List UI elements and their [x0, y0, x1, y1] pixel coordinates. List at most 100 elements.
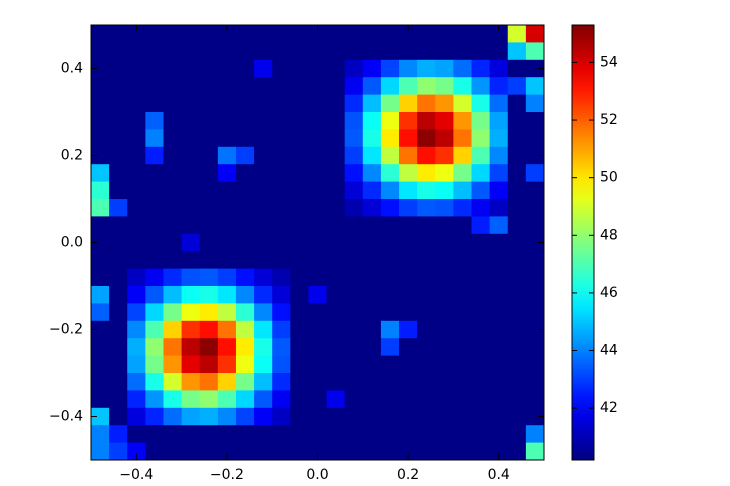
- heatmap-cell: [489, 59, 509, 78]
- heatmap-cell: [145, 216, 164, 235]
- heatmap-cell: [471, 94, 491, 113]
- heatmap-cell: [163, 199, 183, 217]
- heatmap-cell: [435, 42, 454, 61]
- heatmap-cell: [344, 42, 364, 61]
- heatmap-cell: [362, 390, 382, 409]
- heatmap-cell: [254, 216, 273, 235]
- heatmap-cell: [163, 320, 183, 339]
- heatmap-cell: [344, 286, 364, 304]
- heatmap-cell: [91, 199, 110, 217]
- heatmap-cell: [181, 251, 201, 270]
- heatmap-cell: [435, 233, 454, 252]
- heatmap-cell: [181, 112, 201, 130]
- heatmap-cell: [308, 164, 328, 183]
- heatmap-cell: [308, 268, 328, 287]
- heatmap-cell: [435, 390, 454, 409]
- heatmap-cell: [344, 425, 364, 444]
- heatmap-cell: [290, 268, 309, 287]
- heatmap-cell: [326, 94, 346, 113]
- heatmap-cell: [163, 268, 183, 287]
- heatmap-cell: [399, 233, 418, 252]
- heatmap-cell: [290, 373, 309, 391]
- heatmap-cell: [453, 251, 473, 270]
- heatmap-cell: [163, 94, 183, 113]
- heatmap-cell: [507, 59, 527, 78]
- heatmap-cell: [127, 442, 146, 461]
- heatmap-cell: [109, 251, 128, 270]
- heatmap-cell: [109, 320, 128, 339]
- heatmap-cell: [254, 286, 273, 304]
- heatmap-cell: [235, 320, 255, 339]
- heatmap-cell: [127, 390, 146, 409]
- heatmap-cell: [272, 216, 291, 235]
- heatmap-cell: [272, 268, 291, 287]
- heatmap-cell: [109, 94, 128, 113]
- heatmap-cell: [471, 338, 491, 357]
- heatmap-cell: [272, 355, 291, 374]
- heatmap-cell: [326, 59, 346, 78]
- heatmap-cell: [525, 355, 545, 374]
- heatmap-cell: [109, 442, 128, 461]
- heatmap-cell: [199, 112, 219, 130]
- heatmap-cell: [525, 407, 545, 426]
- heatmap-cell: [326, 25, 346, 43]
- heatmap-cell: [453, 199, 473, 217]
- heatmap-cell: [380, 373, 400, 391]
- heatmap-cell: [254, 199, 273, 217]
- heatmap-cell: [453, 25, 473, 43]
- heatmap-cell: [471, 425, 491, 444]
- heatmap-cell: [272, 320, 291, 339]
- heatmap-cell: [380, 390, 400, 409]
- heatmap-cell: [109, 199, 128, 217]
- heatmap-cell: [127, 320, 146, 339]
- heatmap-cell: [254, 112, 273, 130]
- heatmap-cell: [254, 181, 273, 200]
- heatmap-cell: [181, 146, 201, 165]
- heatmap-cell: [507, 338, 527, 357]
- heatmap-cell: [127, 77, 146, 96]
- heatmap-cell: [290, 338, 309, 357]
- heatmap-cell: [380, 303, 400, 322]
- heatmap-cell: [163, 146, 183, 165]
- heatmap-cell: [471, 77, 491, 96]
- heatmap-cell: [127, 199, 146, 217]
- heatmap-cell: [199, 129, 219, 148]
- heatmap-cell: [399, 181, 418, 200]
- heatmap-cell: [181, 216, 201, 235]
- y-tick-label: 0.0: [61, 235, 83, 251]
- heatmap-cell: [272, 164, 291, 183]
- x-tick-label: −0.4: [119, 467, 153, 483]
- heatmap-cell: [417, 146, 436, 165]
- heatmap-cell: [290, 181, 309, 200]
- heatmap-cell: [362, 338, 382, 357]
- heatmap-cell: [145, 164, 164, 183]
- heatmap-cell: [453, 338, 473, 357]
- heatmap-cell: [471, 407, 491, 426]
- heatmap-cell: [254, 129, 273, 148]
- heatmap-cell: [380, 199, 400, 217]
- heatmap-cell: [525, 129, 545, 148]
- heatmap-cell: [217, 442, 237, 461]
- heatmap-cell: [91, 251, 110, 270]
- heatmap-cell: [91, 233, 110, 252]
- heatmap-cell: [435, 286, 454, 304]
- heatmap-cell: [127, 425, 146, 444]
- heatmap-cell: [235, 164, 255, 183]
- heatmap-cell: [435, 59, 454, 78]
- heatmap-cell: [326, 42, 346, 61]
- heatmap-cell: [163, 407, 183, 426]
- y-tick-label: −0.2: [49, 322, 83, 338]
- heatmap-cell: [163, 355, 183, 374]
- heatmap-cell: [489, 425, 509, 444]
- heatmap-cell: [507, 94, 527, 113]
- heatmap-cell: [91, 338, 110, 357]
- heatmap-cell: [217, 216, 237, 235]
- heatmap-cell: [109, 216, 128, 235]
- heatmap-cell: [235, 338, 255, 357]
- heatmap-cell: [163, 286, 183, 304]
- heatmap-cell: [145, 286, 164, 304]
- heatmap-cell: [109, 286, 128, 304]
- heatmap-cell: [290, 199, 309, 217]
- heatmap-cell: [344, 320, 364, 339]
- heatmap-cell: [127, 373, 146, 391]
